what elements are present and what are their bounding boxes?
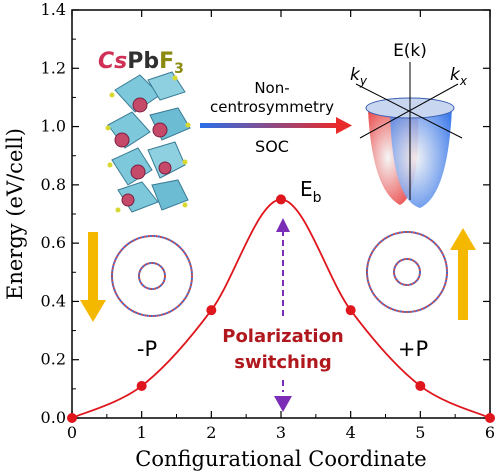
x-tick-label: 4 xyxy=(346,423,356,442)
band-label-kx-sub: x xyxy=(459,74,468,88)
x-tick-label: 5 xyxy=(415,423,425,442)
data-point xyxy=(415,380,426,391)
band-label-ky-k: k xyxy=(350,65,361,85)
barrier-label-main: E xyxy=(300,177,313,201)
data-point xyxy=(485,413,495,423)
y-tick-label: 1.0 xyxy=(41,117,66,136)
barrier-label: Eb xyxy=(300,177,322,206)
energy-curve xyxy=(71,198,491,419)
axis-ticks: 0 1 2 3 4 5 6 0.0 0.2 0.4 0.6 0.8 1.0 1.2 1.4 xyxy=(41,0,496,442)
transform-arrow-head xyxy=(336,117,352,134)
material-formula: CsPbF3 xyxy=(98,49,184,77)
x-tick-label: 2 xyxy=(206,423,216,442)
switching-label-bg xyxy=(208,318,358,378)
material-cs: Cs xyxy=(98,49,127,74)
x-tick-label: 3 xyxy=(276,423,286,442)
switching-label-line1: Polarization xyxy=(222,326,344,347)
x-axis-label: Configurational Coordinate xyxy=(135,447,426,471)
material-subscript: 3 xyxy=(174,61,184,77)
y-tick-label: 0.8 xyxy=(41,175,66,194)
polarization-arrow-down xyxy=(80,232,106,322)
data-point xyxy=(345,305,356,316)
switching-arrow-down-head xyxy=(274,396,292,412)
polarization-right-label: +P xyxy=(398,337,428,361)
y-tick-label: 0.2 xyxy=(41,350,66,369)
x-tick-label: 1 xyxy=(137,423,147,442)
polarization-left-label: -P xyxy=(137,337,157,361)
spin-texture-left xyxy=(111,235,193,317)
y-tick-label: 0.4 xyxy=(41,291,66,310)
band-label-ky: ky xyxy=(350,65,368,88)
data-point xyxy=(206,305,217,316)
transform-arrow-shaft xyxy=(200,123,338,128)
material-pb: Pb xyxy=(127,49,159,74)
center-label-line1: Non- xyxy=(254,79,289,97)
crystal-structure-illustration xyxy=(105,71,191,213)
y-tick-label: 1.4 xyxy=(41,0,66,19)
switching-arrow-up-head xyxy=(276,218,290,232)
spin-texture-right xyxy=(366,231,448,313)
series-layer xyxy=(67,194,495,423)
center-label-line2: centrosymmetry xyxy=(210,98,334,116)
band-label-kx: kx xyxy=(450,65,468,88)
y-tick-label: 1.2 xyxy=(41,58,66,77)
y-tick-label: 0.6 xyxy=(41,233,66,252)
switching-label-line2: switching xyxy=(234,352,331,373)
polarization-arrow-up xyxy=(450,228,476,320)
band-label-ky-sub: y xyxy=(359,74,368,88)
center-label-line3: SOC xyxy=(255,137,289,156)
data-point xyxy=(276,194,286,205)
material-f: F xyxy=(159,49,174,74)
data-point xyxy=(67,413,77,423)
y-tick-label: 0.0 xyxy=(41,408,66,427)
x-tick-label: 6 xyxy=(485,423,495,442)
barrier-label-sub: b xyxy=(313,190,322,206)
data-point xyxy=(136,380,147,391)
x-tick-label: 0 xyxy=(67,423,77,442)
band-label-ek: E(k) xyxy=(393,41,427,61)
band-structure-illustration xyxy=(355,62,463,208)
y-axis-label: Energy (eV/cell) xyxy=(3,128,27,300)
band-label-kx-k: k xyxy=(450,65,461,85)
